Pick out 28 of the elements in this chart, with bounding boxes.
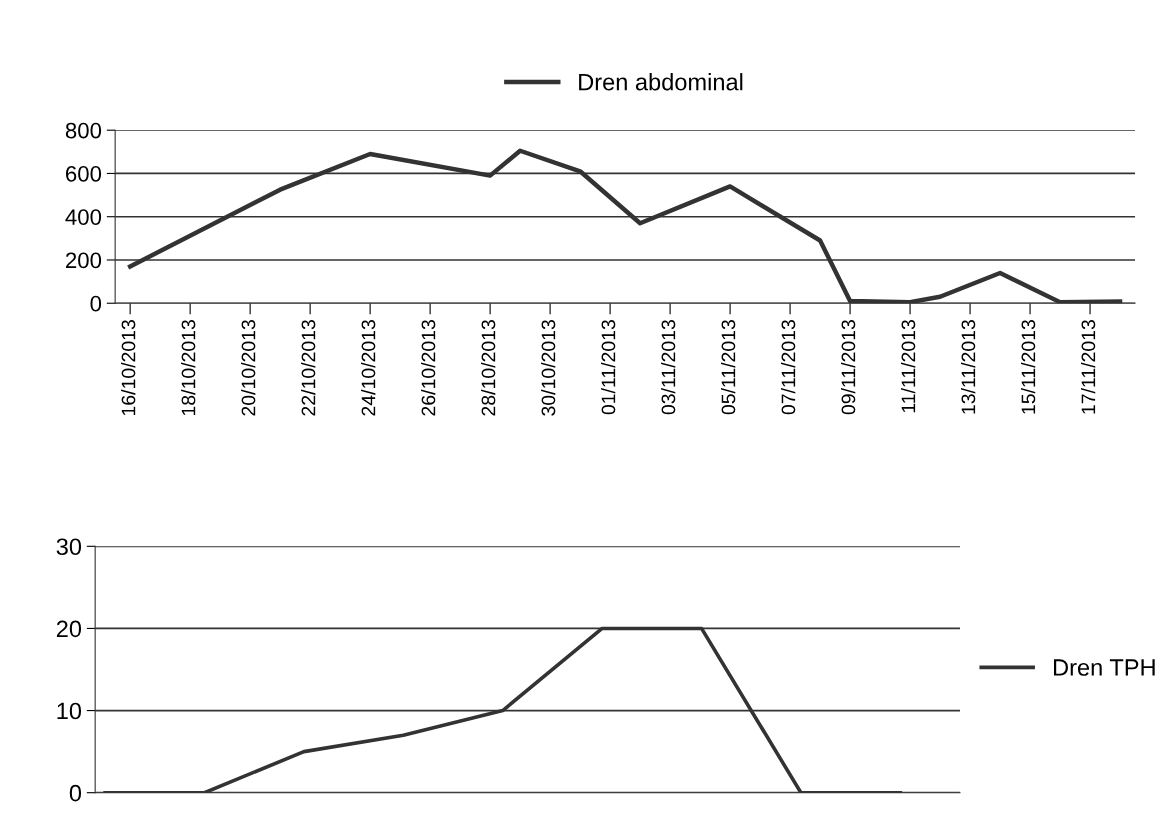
x-tick-label: 30/10/2013 (541, 320, 556, 416)
y-tick-label: 800 (65, 122, 102, 139)
x-tick-label: 07/11/2013 (781, 320, 796, 415)
x-tick-label: 11/11/2013 (901, 320, 916, 413)
x-tick-label: 16/10/2013 (121, 320, 136, 416)
legend-label: Dren TPH (1054, 659, 1155, 676)
legend-label: Dren abdominal (579, 73, 743, 91)
y-tick-label: 600 (66, 165, 102, 182)
y-tick-label: 30 (56, 538, 82, 556)
x-tick-label: 24/10/2013 (361, 320, 376, 416)
x-tick-label: 13/11/2013 (961, 320, 976, 414)
y-tick-label: 10 (57, 702, 82, 720)
x-tick-label: 18/10/2013 (181, 320, 196, 416)
x-tick-label: 20/10/2013 (241, 320, 256, 416)
x-tick-label: 26/10/2013 (421, 320, 436, 416)
x-tick-label: 15/11/2013 (1021, 320, 1036, 414)
y-tick-label: 200 (66, 252, 102, 269)
x-tick-label: 05/11/2013 (721, 320, 736, 415)
x-tick-label: 28/10/2013 (481, 320, 496, 416)
x-tick-label: 22/10/2013 (301, 320, 316, 416)
x-tick-label: 01/11/2013 (601, 320, 616, 415)
y-tick-label: 0 (69, 784, 82, 802)
x-tick-label: 17/11/2013 (1080, 320, 1096, 414)
y-tick-label: 20 (56, 620, 82, 638)
x-tick-label: 09/11/2013 (841, 320, 856, 415)
y-tick-label: 400 (65, 209, 102, 225)
y-tick-label: 0 (90, 295, 102, 312)
x-tick-label: 03/11/2013 (661, 320, 676, 415)
